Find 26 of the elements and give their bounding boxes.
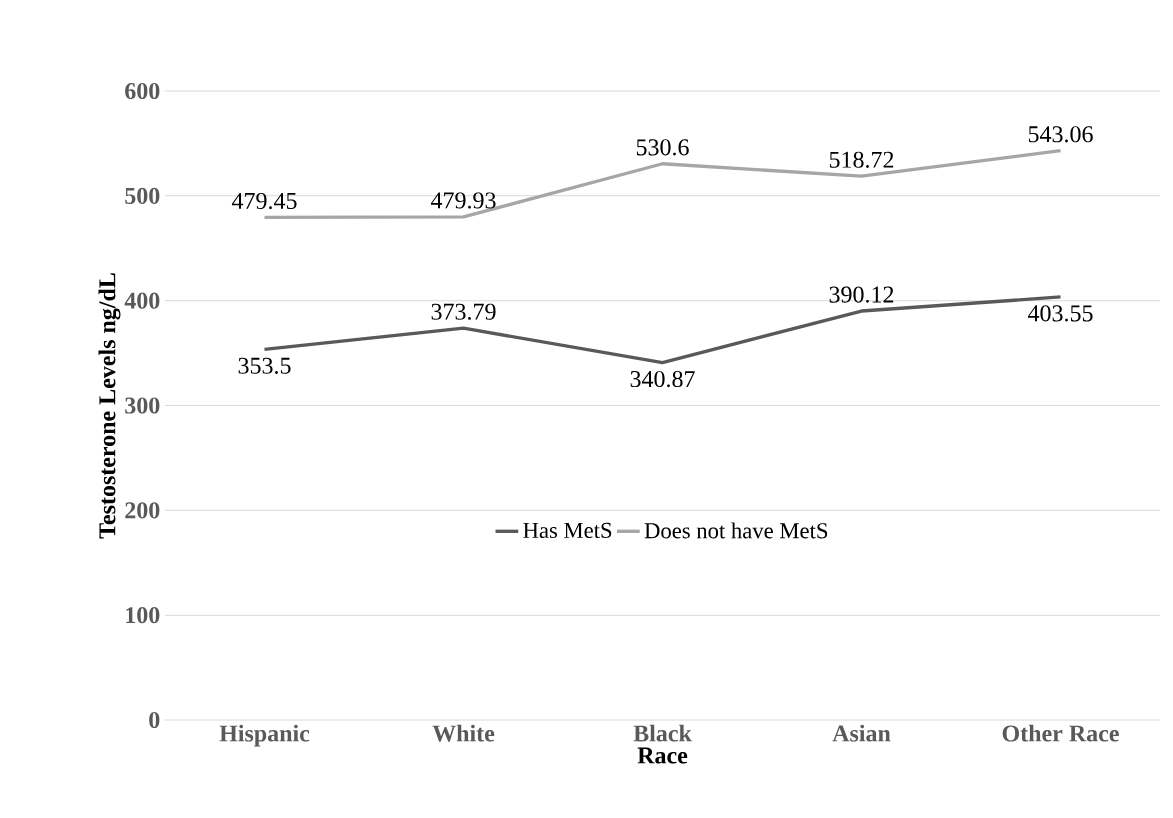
- y-axis-title: Testosterone Levels ng/dL: [98, 273, 121, 539]
- x-tick-label: Other Race: [1002, 724, 1119, 742]
- y-tick-label: 400: [124, 292, 160, 309]
- y-tick-label: 300: [125, 397, 160, 414]
- data-label: 479.45: [231, 192, 297, 210]
- y-tick-label: 100: [126, 607, 160, 624]
- data-label: 390.12: [829, 286, 894, 303]
- data-label: 373.79: [431, 303, 496, 320]
- legend-label: Does not have MetS: [644, 522, 828, 539]
- data-label: 518.72: [829, 151, 894, 168]
- x-tick-label: Asian: [832, 724, 891, 742]
- data-label: 340.87: [630, 370, 695, 388]
- x-tick-label: Hispanic: [219, 724, 310, 747]
- data-label: 543.06: [1028, 126, 1093, 143]
- data-label: 403.55: [1027, 305, 1093, 322]
- x-axis-title: Race: [637, 747, 688, 764]
- x-tick-label: White: [432, 724, 495, 742]
- x-tick-label: Black: [633, 724, 692, 742]
- legend-label: Has MetS: [523, 522, 612, 539]
- data-label: 530.6: [636, 139, 689, 156]
- data-label: 479.93: [430, 192, 496, 209]
- y-tick-label: 600: [125, 82, 160, 100]
- y-tick-label: 0: [149, 711, 160, 729]
- y-tick-label: 500: [125, 187, 160, 204]
- y-tick-label: 200: [125, 502, 160, 519]
- data-label: 353.5: [238, 357, 291, 374]
